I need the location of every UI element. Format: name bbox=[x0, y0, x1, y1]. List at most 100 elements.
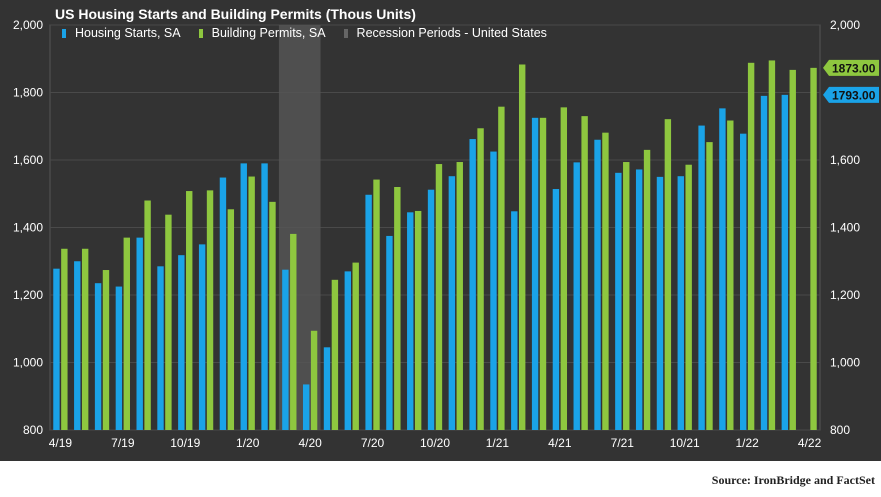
bar-building-permits-7-19 bbox=[123, 237, 130, 430]
x-tick-5: 7/20 bbox=[361, 436, 385, 450]
last-value-tag-bg-1 bbox=[823, 86, 879, 103]
chart-area: 800 800 1,000 1,000 1,200 1,200 1,400 1,400 1,60… bbox=[0, 0, 881, 461]
bar-housing-starts-4-20 bbox=[302, 384, 310, 430]
source-note: Source: IronBridge and FactSet bbox=[711, 473, 875, 487]
bar-building-permits-4-20 bbox=[310, 330, 318, 430]
y-tick-right-0: 800 bbox=[830, 423, 850, 437]
bar-housing-starts-12-21 bbox=[719, 108, 726, 431]
y-tick-right-2: 1,200 bbox=[830, 288, 860, 302]
bar-housing-starts-8-21 bbox=[635, 169, 643, 430]
bar-housing-starts-1-21 bbox=[490, 151, 497, 430]
last-value-tag-1: 1793.00 bbox=[823, 86, 879, 103]
bar-housing-starts-11-19 bbox=[198, 244, 206, 430]
bar-building-permits-4-22 bbox=[810, 67, 817, 431]
bar-building-permits-4-21 bbox=[560, 107, 568, 430]
bar-building-permits-9-21 bbox=[664, 119, 672, 430]
legend-swatch-housing-starts bbox=[62, 28, 66, 38]
legend-swatch-building-permits bbox=[198, 28, 203, 38]
bar-housing-starts-8-20 bbox=[386, 235, 393, 430]
y-tick-left-5: 1,800 bbox=[13, 86, 43, 100]
x-tick-6: 10/20 bbox=[420, 436, 450, 450]
bar-building-permits-10-19 bbox=[186, 191, 193, 430]
bar-housing-starts-11-21 bbox=[698, 125, 705, 430]
bar-building-permits-11-19 bbox=[206, 190, 214, 430]
bar-housing-starts-2-22 bbox=[760, 95, 768, 430]
y-tick-left-0: 800 bbox=[23, 423, 43, 437]
bar-housing-starts-2-20 bbox=[261, 163, 268, 430]
bar-building-permits-11-20 bbox=[456, 162, 463, 430]
bar-building-permits-5-19 bbox=[81, 248, 89, 430]
x-tick-7: 1/21 bbox=[486, 436, 510, 450]
bar-housing-starts-10-20 bbox=[427, 189, 435, 430]
x-tick-4: 4/20 bbox=[298, 436, 322, 450]
bar-housing-starts-10-21 bbox=[677, 176, 684, 430]
bar-housing-starts-5-21 bbox=[573, 162, 580, 431]
bar-housing-starts-1-22 bbox=[740, 133, 747, 431]
bar-housing-starts-11-20 bbox=[448, 176, 456, 430]
bar-building-permits-8-20 bbox=[394, 187, 401, 430]
bar-housing-starts-9-20 bbox=[407, 212, 414, 430]
bar-building-permits-5-20 bbox=[331, 279, 339, 430]
bar-housing-starts-5-20 bbox=[323, 347, 331, 430]
last-value-tag-0: 1873.00 bbox=[823, 59, 879, 76]
bar-building-permits-11-21 bbox=[706, 142, 713, 431]
bar-building-permits-1-20 bbox=[248, 176, 255, 430]
last-value-tag-text-0: 1873.00 bbox=[832, 61, 876, 75]
bar-building-permits-1-21 bbox=[498, 106, 505, 431]
bar-housing-starts-3-20 bbox=[282, 269, 289, 430]
bar-housing-starts-12-20 bbox=[469, 139, 476, 430]
x-tick-2: 10/19 bbox=[170, 436, 200, 450]
y-tick-left-6: 2,000 bbox=[13, 18, 43, 32]
y-tick-right-3: 1,400 bbox=[830, 221, 860, 235]
bar-building-permits-6-20 bbox=[352, 262, 359, 430]
legend-item-recession: Recession Periods - United States bbox=[343, 26, 547, 40]
legend-item-housing-starts: Housing Starts, SA bbox=[62, 26, 181, 40]
y-tick-left-2: 1,200 bbox=[13, 288, 43, 302]
y-tick-left-3: 1,400 bbox=[13, 221, 43, 235]
bar-housing-starts-9-21 bbox=[656, 176, 664, 430]
bar-housing-starts-10-19 bbox=[178, 255, 185, 430]
bar-building-permits-12-20 bbox=[477, 128, 484, 430]
legend-label-building-permits: Building Permits, SA bbox=[211, 26, 326, 40]
bar-housing-starts-12-19 bbox=[219, 177, 227, 430]
bar-building-permits-4-19 bbox=[61, 248, 68, 430]
legend-item-building-permits: Building Permits, SA bbox=[198, 26, 326, 40]
x-tick-8: 4/21 bbox=[548, 436, 572, 450]
bar-building-permits-10-20 bbox=[435, 164, 443, 431]
bar-building-permits-9-20 bbox=[414, 210, 422, 430]
bar-housing-starts-4-19 bbox=[53, 268, 60, 430]
bar-housing-starts-1-20 bbox=[240, 163, 247, 430]
x-tick-12: 4/22 bbox=[798, 436, 822, 450]
bar-building-permits-9-19 bbox=[165, 214, 172, 430]
bar-housing-starts-9-19 bbox=[157, 266, 164, 430]
bar-housing-starts-7-21 bbox=[615, 172, 622, 430]
bar-building-permits-2-22 bbox=[768, 60, 776, 430]
bar-housing-starts-6-19 bbox=[94, 283, 102, 430]
bar-housing-starts-3-22 bbox=[781, 94, 789, 431]
x-tick-9: 7/21 bbox=[611, 436, 635, 450]
bar-building-permits-6-19 bbox=[102, 270, 110, 430]
bar-housing-starts-5-19 bbox=[74, 261, 81, 430]
last-value-tag-text-1: 1793.00 bbox=[832, 88, 876, 102]
bar-chart: 800 800 1,000 1,000 1,200 1,200 1,400 1,400 1,60… bbox=[13, 18, 879, 450]
chart-title: US Housing Starts and Building Permits (… bbox=[55, 6, 416, 22]
bar-housing-starts-8-19 bbox=[136, 237, 143, 430]
x-tick-3: 1/20 bbox=[236, 436, 260, 450]
bar-building-permits-7-20 bbox=[373, 179, 380, 430]
bar-building-permits-1-22 bbox=[747, 62, 755, 431]
bar-building-permits-8-19 bbox=[144, 200, 151, 430]
x-tick-1: 7/19 bbox=[111, 436, 135, 450]
bar-building-permits-6-21 bbox=[602, 132, 609, 430]
bar-building-permits-2-21 bbox=[518, 64, 526, 431]
x-tick-11: 1/22 bbox=[735, 436, 759, 450]
bar-building-permits-2-20 bbox=[269, 201, 276, 430]
bar-building-permits-12-21 bbox=[727, 120, 734, 430]
y-tick-left-1: 1,000 bbox=[13, 356, 43, 370]
legend: Housing Starts, SA Building Permits, SA … bbox=[62, 26, 547, 40]
y-tick-right-1: 1,000 bbox=[830, 356, 860, 370]
x-tick-10: 10/21 bbox=[670, 436, 700, 450]
legend-label-recession: Recession Periods - United States bbox=[356, 26, 547, 40]
bar-building-permits-3-20 bbox=[290, 233, 297, 430]
bar-building-permits-8-21 bbox=[643, 149, 651, 430]
y-tick-left-4: 1,600 bbox=[13, 153, 43, 167]
